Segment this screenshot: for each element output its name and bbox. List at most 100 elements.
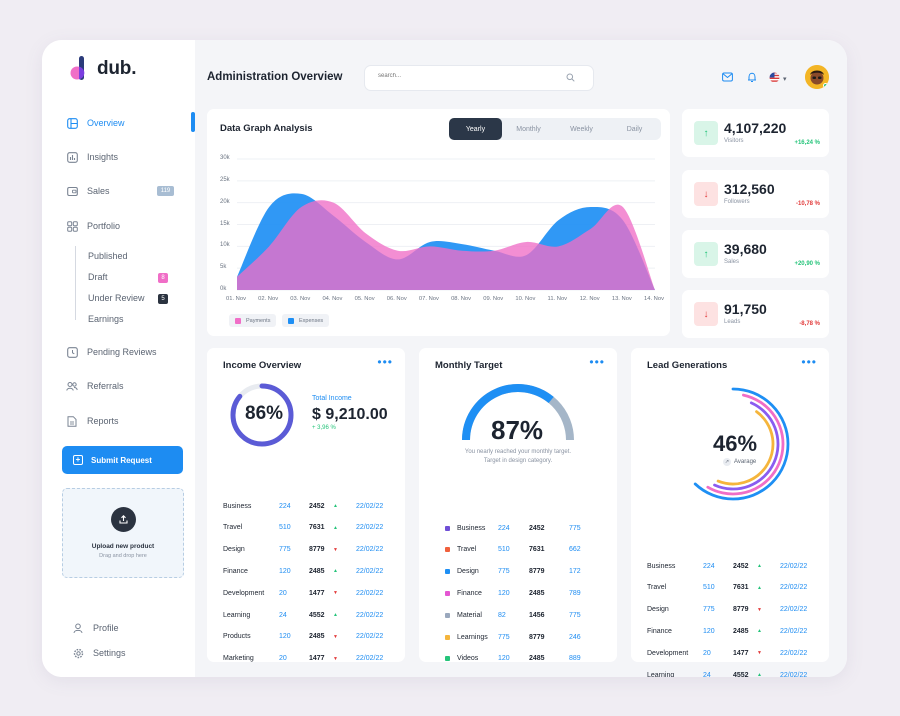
table-row[interactable]: Development 20 1477 ▼ 22/02/22 [223, 588, 393, 598]
bell-icon[interactable] [747, 72, 757, 83]
category-color-dot [445, 525, 450, 531]
trend-up-icon: ▲ [333, 524, 338, 531]
table-row[interactable]: Marketing 20 1477 ▼ 22/02/22 [223, 654, 393, 664]
row-name: Videos [457, 655, 479, 663]
logo[interactable]: dub. [70, 56, 136, 82]
avatar[interactable] [805, 65, 829, 89]
stat-card-followers[interactable]: ↓ 312,560 Followers -10,78 % [682, 170, 829, 218]
arrow-down-icon: ↓ [694, 182, 718, 206]
data-graph-card: Data Graph Analysis Yearly Monthly Weekl… [207, 109, 670, 336]
legend-payments[interactable]: Payments [229, 314, 277, 327]
trend-up-icon: ▲ [757, 672, 762, 677]
sidebar-item-referrals[interactable]: Referrals [66, 378, 124, 394]
row-value: 2452 [529, 524, 545, 532]
mail-icon[interactable] [722, 72, 733, 82]
row-name: Products [223, 633, 251, 641]
tab-daily[interactable]: Daily [626, 125, 643, 133]
stat-card-leads[interactable]: ↓ 91,750 Leads -8,78 % [682, 290, 829, 338]
row-date: 22/02/22 [356, 502, 384, 510]
x-tick-label: 09. Nov [483, 296, 504, 302]
sidebar-item-pending-reviews[interactable]: Pending Reviews [66, 344, 157, 360]
stat-change: -10,78 % [795, 201, 820, 207]
table-row[interactable]: Design 775 8779 ▼ 22/02/22 [223, 545, 393, 555]
search-input[interactable] [378, 73, 548, 79]
table-row[interactable]: Learning 24 4552 ▲ 22/02/22 [647, 670, 817, 678]
x-tick-label: 05. Nov [354, 296, 375, 302]
upload-icon [110, 507, 136, 532]
target-row[interactable]: Learnings 775 8779 246 [445, 632, 595, 642]
row-count: 24 [703, 671, 711, 678]
language-selector[interactable]: ▾ [769, 72, 787, 86]
x-tick-label: 08. Nov [451, 296, 472, 302]
target-row[interactable]: Programs821456574 [445, 676, 595, 677]
table-row[interactable]: Business 224 2452 ▲ 22/02/22 [647, 561, 817, 571]
target-row[interactable]: Material 82 1456 775 [445, 610, 595, 620]
row-name: Business [647, 562, 676, 570]
stat-card-visitors[interactable]: ↑ 4,107,220 Visitors +16,24 % [682, 109, 829, 157]
row-value: 1477 [309, 655, 325, 663]
table-row[interactable]: Finance 120 2485 ▲ 22/02/22 [647, 626, 817, 636]
row-count: 120 [279, 633, 291, 641]
row-date: 22/02/22 [780, 606, 808, 614]
row-value: 2452 [733, 562, 749, 570]
row-date: 22/02/22 [356, 655, 384, 663]
row-value: 2485 [733, 627, 749, 635]
sidebar-item-reports[interactable]: Reports [66, 413, 119, 429]
sidebar: dub. Overview Insights Sales 119 Portfol… [42, 40, 195, 677]
sidebar-item-insights[interactable]: Insights [66, 149, 118, 165]
target-row[interactable]: Business 224 2452 775 [445, 523, 595, 533]
target-row[interactable]: Finance 120 2485 789 [445, 588, 595, 598]
row-target: 172 [569, 568, 581, 576]
table-row[interactable]: Learning 24 4552 ▲ 22/02/22 [223, 610, 393, 620]
sidebar-item-label: Sales [87, 186, 110, 196]
row-count: 224 [703, 562, 715, 570]
row-target: 662 [569, 546, 581, 554]
sidebar-item-portfolio[interactable]: Portfolio [66, 218, 120, 234]
more-icon[interactable]: ••• [377, 355, 393, 369]
sidebar-subitem-draft[interactable]: Draft [88, 272, 108, 282]
row-target: 775 [569, 611, 581, 619]
target-row[interactable]: Design 775 8779 172 [445, 567, 595, 577]
sidebar-item-label: Referrals [87, 381, 124, 391]
target-row[interactable]: Videos 120 2485 889 [445, 654, 595, 664]
us-flag-icon [769, 72, 780, 86]
sidebar-item-label: Settings [93, 648, 126, 658]
row-name: Learning [223, 611, 251, 619]
row-count: 510 [703, 584, 715, 592]
tab-weekly[interactable]: Weekly [570, 125, 593, 133]
legend-expenses[interactable]: Expenses [282, 314, 330, 327]
row-value: 2485 [309, 567, 325, 575]
table-row[interactable]: Products 120 2485 ▼ 22/02/22 [223, 632, 393, 642]
row-count: 224 [279, 502, 291, 510]
logo-icon [70, 56, 85, 80]
more-icon[interactable]: ••• [801, 355, 817, 369]
sidebar-item-sales[interactable]: Sales [66, 183, 110, 199]
search-bar[interactable] [364, 65, 594, 91]
portfolio-tree-line [75, 246, 76, 320]
table-row[interactable]: Travel 510 7631 ▲ 22/02/22 [223, 523, 393, 533]
table-row[interactable]: Development 20 1477 ▼ 22/02/22 [647, 648, 817, 658]
clock-icon [66, 346, 78, 358]
upload-title: Upload new product [91, 543, 155, 550]
more-icon[interactable]: ••• [589, 355, 605, 369]
sidebar-item-profile[interactable]: Profile [72, 620, 119, 636]
sidebar-subitem-published[interactable]: Published [88, 251, 128, 261]
stat-card-sales[interactable]: ↑ 39,680 Sales +20,90 % [682, 230, 829, 278]
table-row[interactable]: Design 775 8779 ▼ 22/02/22 [647, 605, 817, 615]
sidebar-item-settings[interactable]: Settings [72, 645, 126, 661]
tab-yearly[interactable]: Yearly [449, 118, 502, 140]
upload-dropzone[interactable]: Upload new product Drag and drop here [62, 488, 184, 578]
submit-request-button[interactable]: + Submit Request [62, 446, 183, 474]
sidebar-subitem-earnings[interactable]: Earnings [88, 314, 124, 324]
row-count: 224 [498, 524, 510, 532]
table-row[interactable]: Finance 120 2485 ▲ 22/02/22 [223, 566, 393, 576]
tab-monthly[interactable]: Monthly [516, 125, 541, 133]
stat-label: Visitors [724, 138, 744, 144]
table-row[interactable]: Travel 510 7631 ▲ 22/02/22 [647, 583, 817, 593]
table-row[interactable]: Website244552▼22/02/22 [223, 675, 393, 678]
sidebar-subitem-under-review[interactable]: Under Review [88, 293, 145, 303]
category-color-dot [445, 612, 450, 618]
sidebar-item-overview[interactable]: Overview [66, 115, 125, 131]
table-row[interactable]: Business 224 2452 ▲ 22/02/22 [223, 501, 393, 511]
target-row[interactable]: Travel 510 7631 662 [445, 545, 595, 555]
